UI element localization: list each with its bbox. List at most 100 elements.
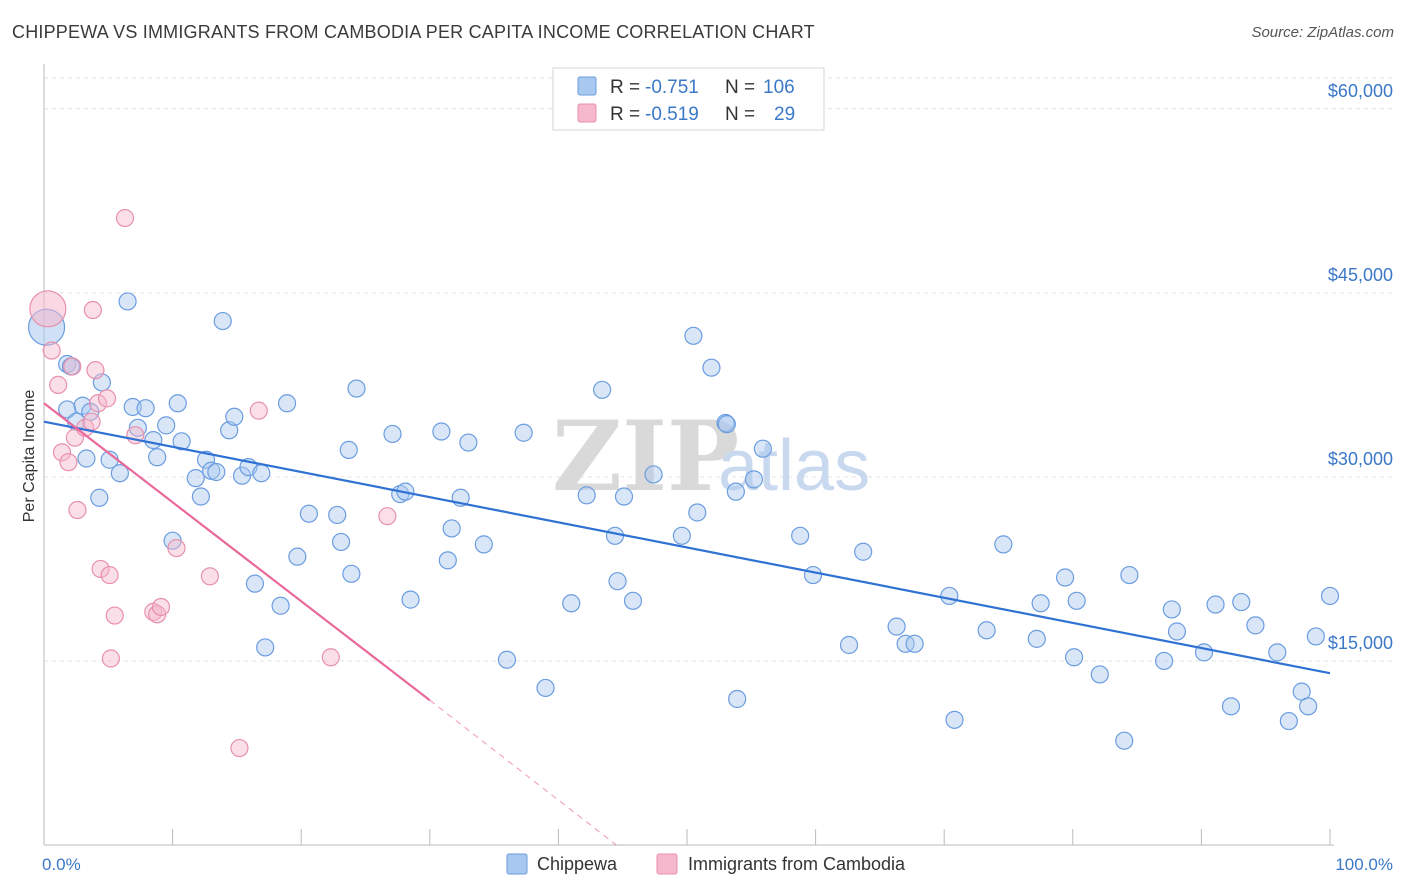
- chippewa-point: [277, 394, 297, 413]
- chippewa-point: [688, 503, 707, 522]
- stats-legend-box: [552, 67, 825, 131]
- chippewa-point: [299, 504, 319, 523]
- chippewa-point: [1221, 697, 1241, 716]
- chippewa-point: [331, 532, 351, 552]
- chippewa-point: [339, 440, 358, 460]
- chippewa-point: [432, 422, 451, 441]
- watermark-atlas: atlas: [718, 426, 870, 506]
- chippewa-point: [717, 415, 736, 434]
- cambodia-point: [101, 649, 120, 668]
- source-label: Source: ZipAtlas.com: [1251, 24, 1394, 41]
- chippewa-point: [536, 678, 555, 698]
- series-legend-swatch-cambodia: [656, 853, 678, 875]
- chippewa-point: [1246, 616, 1265, 635]
- chippewa-point: [839, 635, 859, 655]
- chippewa-point: [905, 634, 924, 653]
- y-axis-label: Per Capita Income: [21, 390, 38, 523]
- chippewa-point: [1299, 697, 1318, 716]
- cambodia-point: [100, 565, 119, 585]
- trend-lines: [43, 402, 1331, 846]
- cambodia-point: [378, 507, 397, 526]
- cambodia-point: [63, 357, 82, 376]
- chippewa-point: [1155, 651, 1174, 671]
- legend-n-label: N =: [725, 77, 755, 98]
- chippewa-point: [1064, 648, 1084, 667]
- chippewa-point: [728, 689, 747, 709]
- chippewa-point: [791, 526, 810, 545]
- cambodia-point: [86, 361, 105, 380]
- chippewa-point: [562, 594, 581, 613]
- chippewa-point: [1067, 591, 1086, 610]
- chippewa-point: [614, 487, 634, 506]
- chippewa-point: [191, 487, 210, 506]
- chippewa-point: [1115, 731, 1134, 750]
- chippewa-point: [342, 564, 361, 583]
- chippewa-point: [1090, 665, 1109, 684]
- cambodia-point: [68, 500, 87, 520]
- chippewa-point: [854, 542, 873, 561]
- legend-swatch-chippewa: [577, 76, 597, 96]
- x-tick-label: 0.0%: [42, 855, 81, 874]
- chippewa-point: [90, 488, 109, 507]
- chippewa-point: [1320, 586, 1340, 606]
- chippewa-point: [1232, 592, 1251, 612]
- series-legend-label: Immigrants from Cambodia: [688, 854, 906, 874]
- series-legend-label: Chippewa: [537, 854, 618, 874]
- chippewa-point: [118, 292, 137, 311]
- axes: $15,000 $30,000 $45,000 $60,000 0.0% 100.0%: [42, 64, 1393, 874]
- cambodia-point: [91, 559, 110, 579]
- chippewa-point: [514, 423, 533, 442]
- chippewa-point: [128, 418, 147, 437]
- chippewa-point: [168, 394, 187, 413]
- chippewa-point: [383, 424, 402, 444]
- chippewa-point: [58, 400, 77, 419]
- cambodia-point: [82, 412, 101, 431]
- y-tick-label: $60,000: [1328, 81, 1393, 101]
- cambodia-point: [249, 401, 268, 420]
- chippewa-point: [684, 326, 703, 345]
- chart-title: CHIPPEWA VS IMMIGRANTS FROM CAMBODIA PER…: [12, 22, 815, 42]
- legend-r-label: R =: [610, 77, 640, 98]
- y-tick-label: $15,000: [1328, 633, 1393, 653]
- cambodia-point: [49, 375, 68, 394]
- chippewa-point: [1027, 629, 1046, 648]
- stats-legend: R = -0.751 N = 106 R = -0.519 N = 29: [552, 67, 825, 131]
- chippewa-point: [213, 311, 232, 331]
- legend-swatch-cambodia: [577, 103, 597, 123]
- chippewa-point: [1279, 711, 1298, 731]
- series-legend-swatch-chippewa: [506, 853, 528, 875]
- cambodia-trend-line: [43, 402, 431, 702]
- legend-r-label: R =: [610, 104, 640, 125]
- chippewa-point: [1055, 568, 1075, 587]
- chippewa-point: [497, 650, 517, 669]
- chippewa-point: [110, 464, 129, 483]
- chippewa-point: [196, 450, 216, 469]
- cambodia-point: [105, 606, 124, 625]
- chippewa-point: [977, 621, 996, 640]
- chippewa-point: [753, 439, 772, 458]
- chippewa-point: [1162, 600, 1181, 619]
- chippewa-point: [172, 432, 191, 451]
- chippewa-point: [347, 379, 366, 398]
- chippewa-point: [945, 710, 964, 729]
- chippewa-point: [123, 397, 142, 417]
- chippewa-point: [726, 482, 745, 501]
- y-tick-label: $30,000: [1328, 449, 1393, 469]
- chippewa-point: [136, 399, 155, 418]
- legend-n-value: 106: [763, 77, 795, 98]
- chippewa-point: [644, 465, 663, 484]
- series-legend: Chippewa Immigrants from Cambodia: [506, 853, 906, 875]
- chippewa-point: [220, 421, 239, 440]
- chippewa-point: [887, 617, 906, 636]
- data-points: [27, 208, 1340, 758]
- chippewa-point: [288, 547, 307, 566]
- chippewa-point: [744, 470, 763, 489]
- chippewa-point: [1167, 622, 1187, 641]
- chippewa-point: [245, 574, 265, 593]
- chippewa-point: [1306, 627, 1325, 646]
- cambodia-point: [321, 648, 340, 667]
- cambodia-point: [83, 300, 102, 320]
- chippewa-point: [1268, 643, 1287, 662]
- cambodia-point: [29, 290, 67, 328]
- cambodia-point: [59, 453, 78, 472]
